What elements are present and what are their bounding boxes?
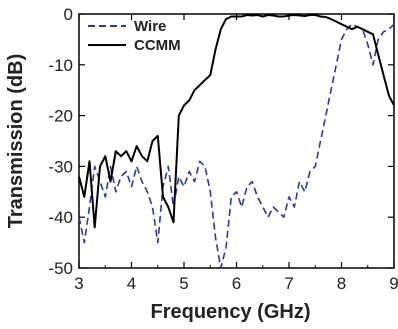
- series-lines: [78, 14, 395, 269]
- plot-border: [78, 13, 395, 269]
- x-tick-label: 6: [232, 274, 241, 293]
- y-tick-label: -30: [48, 157, 73, 176]
- x-tick-label: 8: [337, 274, 346, 293]
- y-tick-label: -20: [48, 107, 73, 126]
- plot-frame: [78, 13, 395, 269]
- y-tick-label: -10: [48, 56, 73, 75]
- legend-label-wire: Wire: [134, 18, 166, 35]
- x-axis-title: Frequency (GHz): [150, 301, 310, 323]
- series-line-ccmm: [78, 14, 395, 229]
- y-tick-label: 0: [64, 5, 73, 24]
- x-tick-label: 7: [284, 274, 293, 293]
- y-axis-title: Transmission (dB): [5, 54, 27, 228]
- y-tick-label: -40: [48, 208, 73, 227]
- legend-label-ccmm: CCMM: [134, 37, 181, 54]
- series-line-wire: [78, 23, 395, 269]
- x-tick-label: 5: [179, 274, 188, 293]
- x-tick-label: 9: [389, 274, 398, 293]
- axis-ticks: 3 4 5 6 7 8 9 0 -10 -20 -30 -40 -50: [48, 5, 398, 293]
- legend: Wire CCMM: [88, 18, 181, 54]
- y-tick-label: -50: [48, 259, 73, 278]
- x-tick-label: 4: [127, 274, 136, 293]
- x-tick-label: 3: [74, 274, 83, 293]
